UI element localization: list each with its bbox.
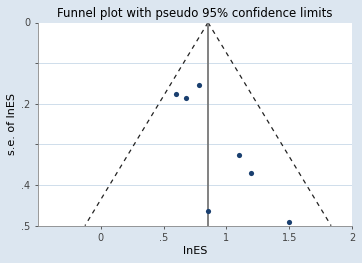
Point [205, 209, 211, 214]
Point [286, 219, 292, 224]
Point [183, 95, 189, 100]
Point [249, 171, 254, 175]
Point [236, 153, 242, 157]
Point [196, 83, 202, 88]
X-axis label: lnES: lnES [183, 246, 207, 256]
Title: Funnel plot with pseudo 95% confidence limits: Funnel plot with pseudo 95% confidence l… [57, 7, 333, 20]
Point [173, 92, 179, 96]
Y-axis label: s.e. of lnES: s.e. of lnES [7, 93, 17, 155]
